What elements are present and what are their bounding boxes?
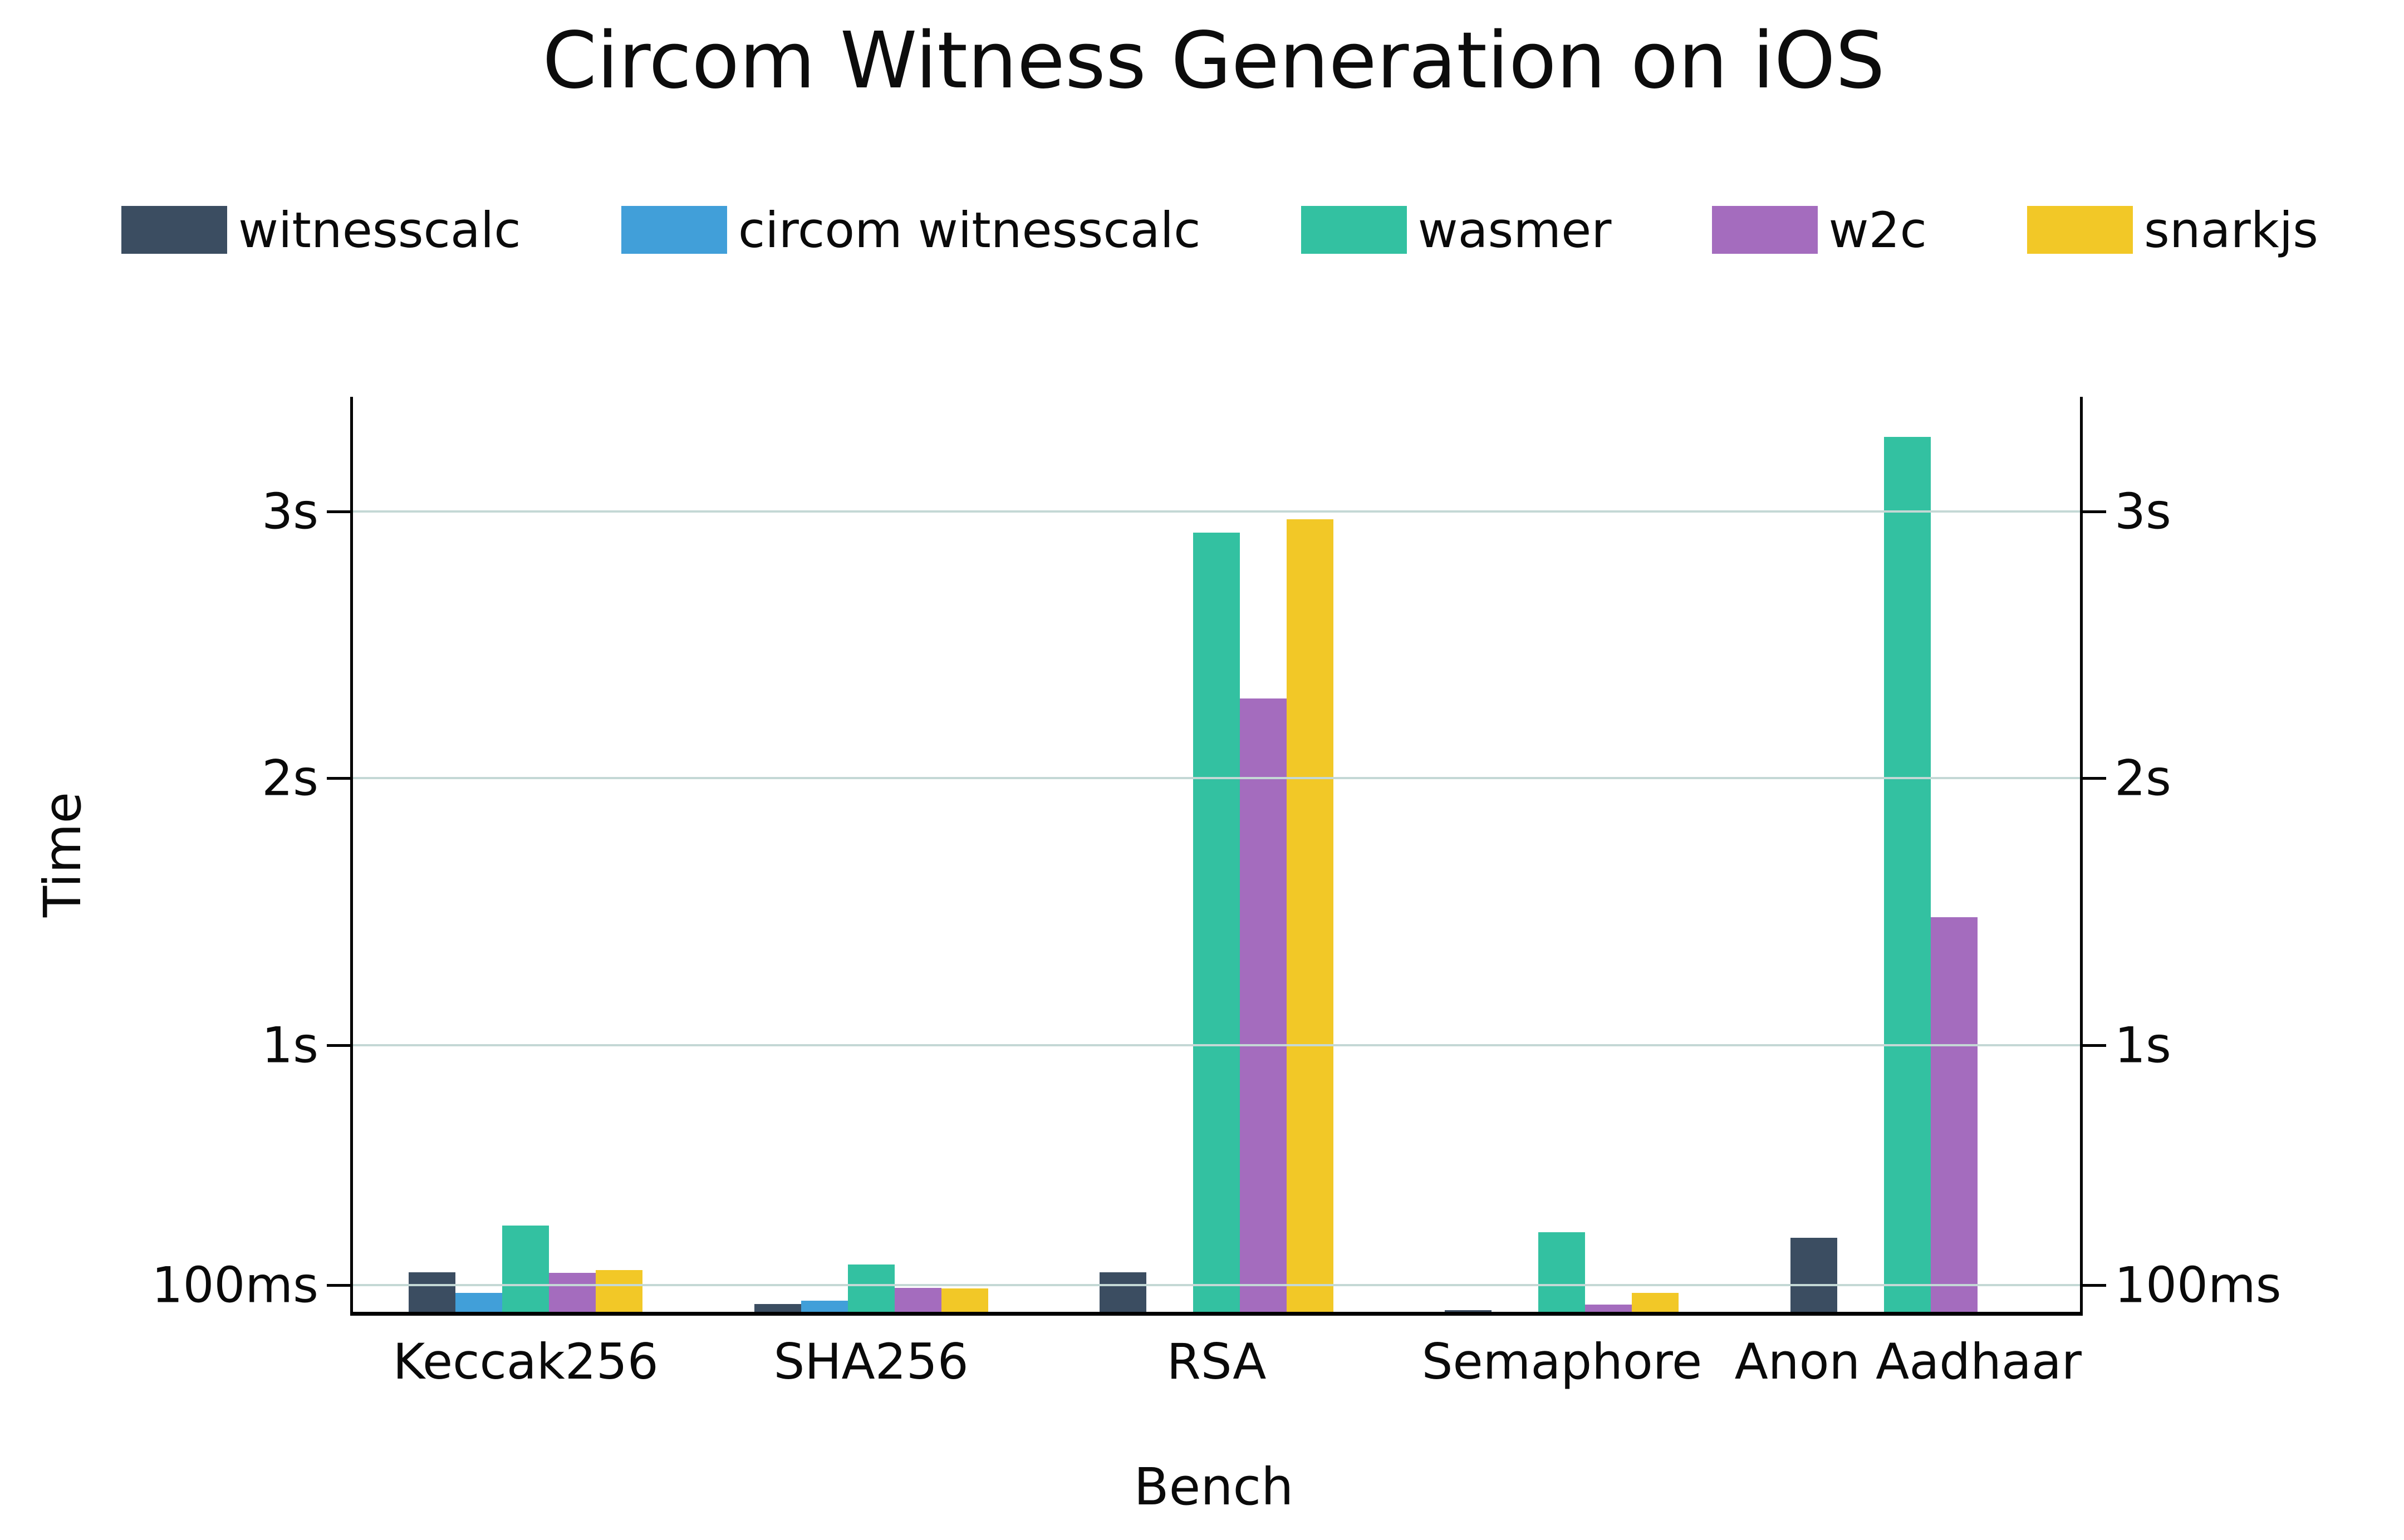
bar	[847, 1264, 895, 1312]
legend-item: circom witnesscalc	[621, 201, 1201, 259]
bar	[409, 1272, 456, 1312]
y-tick-label-right: 3s	[2114, 483, 2171, 540]
x-category-label: SHA256	[773, 1333, 969, 1390]
y-gridline	[353, 510, 2080, 513]
legend-label: w2c	[1828, 201, 1927, 259]
bar	[1883, 436, 1931, 1312]
bar	[1585, 1304, 1632, 1312]
y-tick-right	[2083, 777, 2106, 780]
y-tick-label-left: 3s	[262, 483, 318, 540]
legend-label: wasmer	[1417, 201, 1612, 259]
legend: witnesscalc circom witnesscalc wasmer w2c sn…	[121, 201, 2318, 259]
y-tick-right	[2083, 1284, 2106, 1287]
legend-item: snarkjs	[2027, 201, 2318, 259]
y-tick-label-right: 100ms	[2114, 1256, 2282, 1314]
x-category-label: RSA	[1166, 1333, 1267, 1390]
bar	[549, 1273, 596, 1312]
y-tick-left	[327, 777, 350, 780]
legend-swatch	[2027, 206, 2133, 254]
y-gridline	[353, 777, 2080, 780]
bar	[1287, 519, 1333, 1312]
y-tick-right	[2083, 1044, 2106, 1047]
bar	[1790, 1238, 1837, 1312]
chart-title: Circom Witness Generation on iOS	[542, 16, 1885, 106]
bar	[1100, 1272, 1146, 1312]
bar	[894, 1287, 941, 1312]
legend-label: circom witnesscalc	[738, 201, 1201, 259]
bar	[1632, 1292, 1679, 1312]
bar	[754, 1304, 801, 1312]
legend-item: wasmer	[1301, 201, 1612, 259]
y-tick-label-right: 2s	[2114, 749, 2171, 807]
x-category-label: Anon Aadhaar	[1734, 1333, 2082, 1390]
legend-swatch	[1301, 206, 1407, 254]
x-category-label: Semaphore	[1421, 1333, 1703, 1390]
legend-label: witnesscalc	[238, 201, 521, 259]
bar	[1240, 698, 1287, 1312]
legend-item: w2c	[1711, 201, 1927, 259]
y-tick-label-left: 2s	[262, 749, 318, 807]
y-tick-left	[327, 1284, 350, 1287]
plot-area: 100ms 100ms 1s 1s 2s 2s 3s 3s Keccak256 SHA256 RSA…	[151, 397, 2282, 1390]
legend-label: snarkjs	[2144, 201, 2318, 259]
bar	[1930, 917, 1978, 1312]
bar	[941, 1288, 988, 1312]
x-axis-title: Bench	[1134, 1457, 1294, 1517]
bar	[1538, 1232, 1586, 1312]
y-tick-label-left: 1s	[262, 1016, 318, 1074]
y-axis-title: Time	[33, 791, 93, 917]
y-tick-right	[2083, 510, 2106, 514]
bar	[801, 1300, 848, 1312]
legend-item: witnesscalc	[121, 201, 521, 259]
y-tick-left	[327, 1044, 350, 1047]
bar	[1445, 1310, 1492, 1312]
bar	[596, 1270, 643, 1312]
bar	[455, 1293, 503, 1312]
y-gridline	[353, 1284, 2080, 1287]
x-category-label: Keccak256	[393, 1333, 659, 1390]
y-axis-title-wrap: Time	[27, 397, 99, 1312]
y-tick-label-left: 100ms	[151, 1256, 318, 1314]
legend-swatch	[121, 206, 227, 254]
legend-swatch	[621, 206, 727, 254]
legend-swatch	[1711, 206, 1818, 254]
y-gridline	[353, 1044, 2080, 1046]
bar	[1193, 533, 1240, 1312]
y-tick-label-right: 1s	[2114, 1016, 2171, 1074]
bar	[502, 1226, 550, 1312]
y-tick-left	[327, 510, 350, 514]
